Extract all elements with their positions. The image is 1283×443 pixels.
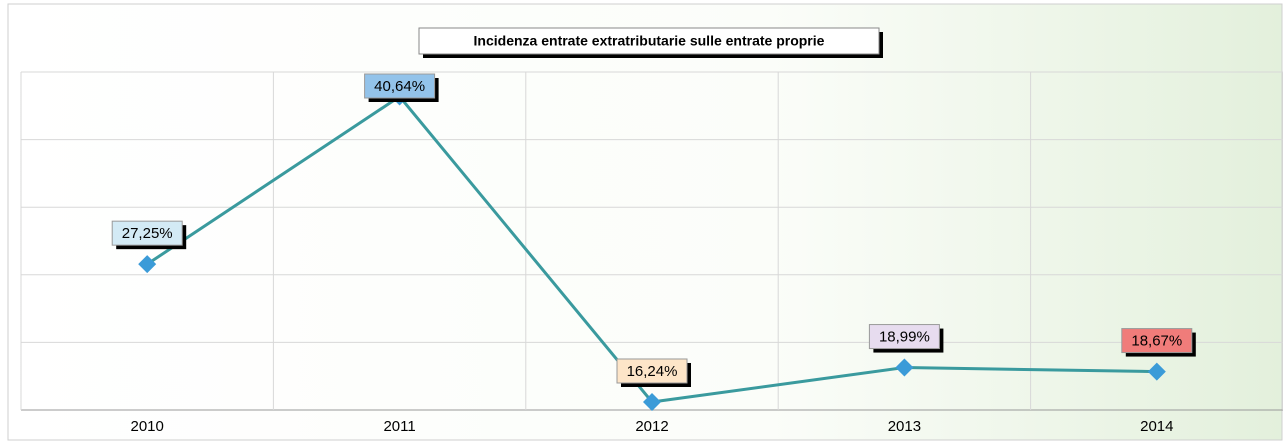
- marker: [643, 392, 661, 411]
- label-box: [111, 220, 183, 246]
- x-tick-label: 2010: [131, 418, 164, 435]
- title-box: [418, 27, 880, 55]
- chart-title: Incidenza entrate extratributarie sulle …: [474, 33, 825, 49]
- x-tick-label: 2012: [635, 418, 668, 435]
- data-label: 18,99%: [879, 329, 930, 346]
- data-label: 18,67%: [1131, 333, 1182, 350]
- data-label: 16,24%: [627, 363, 678, 380]
- marker: [1147, 362, 1166, 381]
- label-box: [868, 324, 940, 350]
- marker: [895, 358, 914, 377]
- x-tick-label: 2013: [888, 418, 921, 435]
- label-box: [616, 358, 688, 384]
- marker: [138, 255, 157, 274]
- data-label: 40,64%: [374, 78, 425, 95]
- label-box: [1121, 328, 1193, 354]
- data-label: 27,25%: [122, 225, 173, 242]
- x-tick-label: 2011: [383, 418, 415, 435]
- x-tick-label: 2014: [1140, 418, 1173, 435]
- label-box: [364, 73, 436, 99]
